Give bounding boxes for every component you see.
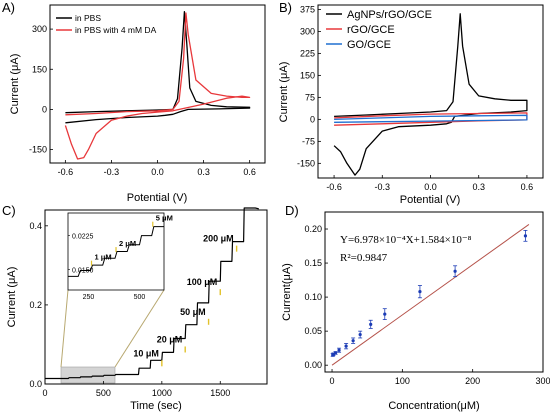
panel-d-label: D) [285,203,299,218]
panel-a-ytick-label: -150 [29,145,47,155]
panel-d-xtick-label: 100 [395,376,410,386]
panel-c-frame [44,209,268,385]
panel-c-concentration-annotation: 10 μM [133,348,159,358]
panel-c-concentration-annotation: 200 μM [203,234,234,244]
panel-c-xtick-label: 500 [96,388,111,398]
panel-a-ytick-label: 300 [32,24,47,34]
panel-a-chart: -0.6 -0.3 0.0 0.3 0.6 -150 0 150 300 Potential (… [9,4,266,204]
panel-d-data-point [453,269,457,273]
panel-d-equation: Y=6.978×10⁻⁴X+1.584×10⁻⁸ [340,234,472,246]
panel-c-label: C) [2,203,16,218]
panel-a-xtick-label: -0.6 [58,167,74,177]
panel-b-chart: -0.6 -0.3 0.0 0.3 0.6-150-75075150225300375 … [278,4,544,206]
panel-c-inset-annotation: 2 μM [119,239,136,248]
legend-label-go: GO/GCE [347,39,391,51]
panel-b-ytick-label: 0 [310,114,315,124]
panel-c-xtick-label: 1500 [210,388,230,398]
panel-c-inset: 250 500 0.0150 0.0225 1 μM 2 μM 5 μM [67,212,173,301]
panel-d-ytick-label: 0.00 [304,360,322,370]
panel-b-legend: AgNPs/rGO/GCE rGO/GCE GO/GCE [326,9,432,51]
panel-a-ylabel: Current (μA) [9,54,21,115]
panel-c-ytick-label: 0.0 [29,379,42,389]
panel-a-series-line-1 [64,12,251,160]
panel-d-data-point [337,348,341,352]
panel-d-ylabel: Current(μA) [281,263,293,321]
panel-d-data-point [333,351,338,355]
panel-b-ylabel: Current (μA) [278,62,290,123]
panel-b-series-line-0 [333,13,528,176]
panel-b-ytick-label: 75 [305,92,315,102]
panel-c-ylabel: Current (μA) [6,267,18,328]
panel-a-xtick-label: 0.3 [197,167,210,177]
panel-d-data-point [523,234,528,238]
panel-c-concentration-annotation: 20 μM [157,334,183,344]
panel-a-ytick-label: 0 [42,104,47,114]
panel-c-xtick-label: 0 [42,388,47,398]
panel-c-concentration-annotation: 100 μM [187,277,218,287]
panel-c-inset-annotation: 5 μM [156,214,173,223]
panel-a-xtick-label: 0.6 [243,167,256,177]
panel-c-ytick-label: 0.4 [29,221,42,231]
panel-d-ytick-label: 0.05 [304,326,322,336]
panel-d-xtick-label: 200 [465,376,480,386]
panel-a-ytick-label: 150 [32,64,47,74]
panel-b-xtick-label: 0.6 [521,182,534,192]
panel-d-ytick-label: 0.20 [304,224,322,234]
zoom-connector-right [114,289,165,368]
panel-d-fit-line [331,224,530,366]
panel-d-xtick-label: 0 [330,376,335,386]
panel-d-data-point [358,332,362,337]
panel-a-xtick-label: -0.3 [104,167,120,177]
panel-c-inset-ytick-label: 0.0150 [72,268,94,275]
panel-b-xtick-label: 0.0 [424,182,437,192]
panel-d-ytick-label: 0.10 [304,292,322,302]
panel-d-data-point [344,344,348,348]
panel-d-xtick-label: 300 [535,376,550,386]
panel-b-series-line-2 [334,114,528,123]
panel-b-xtick-label: -0.3 [375,182,391,192]
panel-b-xlabel: Potential (V) [400,194,461,206]
panel-d-data-point [369,322,373,326]
legend-label-da: in PBS with 4 mM DA [75,25,157,35]
panel-a-label: A) [2,0,15,15]
panel-b-ytick-label: 375 [300,4,315,14]
panel-a-legend: in PBS in PBS with 4 mM DA [56,13,157,35]
panel-c-xtick-label: 1000 [152,388,172,398]
panel-c-concentration-annotation: 50 μM [180,307,206,317]
zoom-connector-left [60,289,69,368]
panel-c-inset-annotation: 1 μM [95,253,112,262]
panel-d-ytick-label: 0.15 [304,258,322,268]
panel-d-data-point [383,312,387,316]
legend-label-rgo: rGO/GCE [347,24,395,36]
panel-b-ytick-label: 300 [300,26,315,36]
panel-c-inset-ytick-label: 0.0225 [72,234,94,241]
panel-d-xlabel: Concentration(μM) [388,400,479,412]
panel-d-frame [324,211,544,373]
panel-c-inset-series-line [68,226,164,277]
panel-a-xtick-label: 0.0 [151,167,164,177]
panel-c-xlabel: Time (sec) [130,400,182,412]
panel-c-inset-xtick-label: 250 [83,294,95,301]
panel-d-chart: 0 100 200 300 0.00 0.05 0.10 0.15 0.20 Y=6.978×1… [281,211,550,412]
panel-c-ytick-label: 0.2 [29,300,42,310]
panel-b-ytick-label: -75 [302,136,315,146]
panel-b-ytick-label: 225 [300,48,315,58]
legend-label-pbs: in PBS [75,13,101,23]
panel-d-data-point [418,290,422,294]
panel-b-xtick-label: -0.6 [326,182,342,192]
panel-d-data-point [351,339,355,343]
legend-label-agnps: AgNPs/rGO/GCE [347,9,432,21]
panel-b-xtick-label: 0.3 [472,182,485,192]
panel-c-chart: 0 500 1000 1500 0.0 0.2 0.4 10 μM 20 μM 50 μM 100… [6,207,268,412]
panel-b-ytick-label: -150 [297,158,315,168]
panel-c-series-line-0 [45,207,259,380]
panel-b-ytick-label: 150 [300,70,315,80]
panel-c-inset-xtick-label: 500 [134,294,146,301]
panel-b-label: B) [279,0,292,15]
panel-a-xlabel: Potential (V) [127,192,188,204]
panel-d-r2: R²=0.9847 [340,252,388,264]
